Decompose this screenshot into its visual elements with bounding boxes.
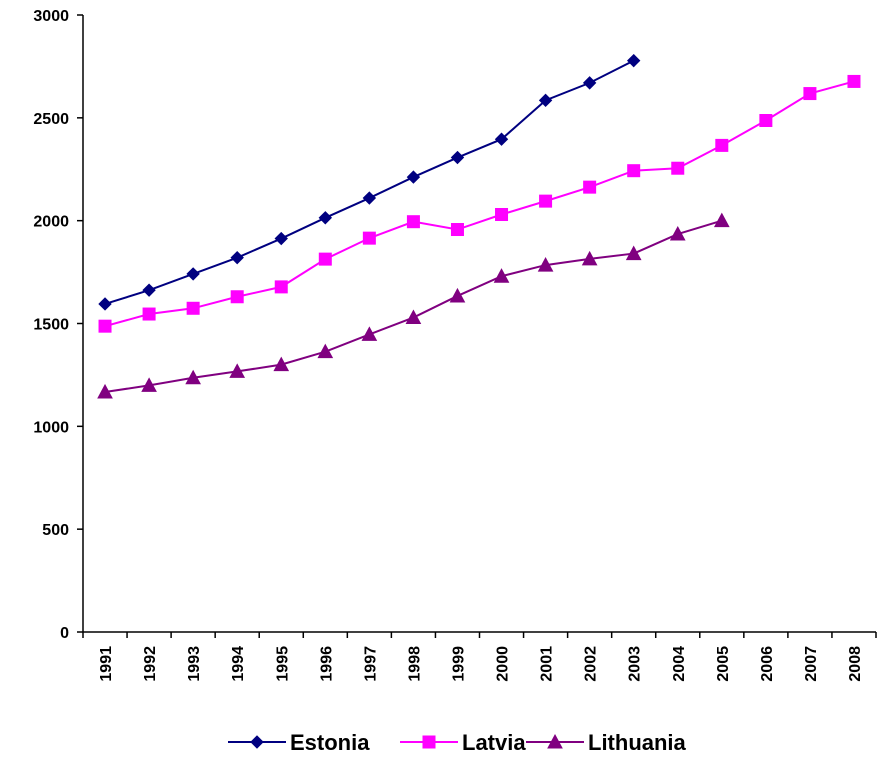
series-lithuania [97, 212, 730, 399]
data-point-latvia [362, 231, 376, 245]
data-point-latvia [406, 215, 420, 229]
data-point-estonia [450, 150, 465, 165]
series-line-latvia [104, 80, 855, 328]
y-tick-label: 1000 [33, 419, 69, 436]
data-point-latvia [230, 290, 244, 304]
x-tick-label: 1995 [274, 646, 291, 682]
legend-item-latvia: Latvia [400, 730, 526, 755]
data-point-lithuania [669, 225, 686, 241]
x-tick-label: 1994 [230, 646, 247, 682]
legend-label: Lithuania [588, 730, 687, 755]
legend-item-lithuania: Lithuania [526, 730, 687, 755]
x-tick-label: 2002 [583, 646, 600, 682]
x-tick-label: 1997 [362, 646, 379, 682]
data-point-estonia [142, 283, 156, 297]
x-tick-label: 1998 [406, 646, 423, 682]
x-tick-label: 2006 [759, 646, 776, 682]
data-point-latvia [671, 161, 685, 175]
series-latvia [98, 74, 861, 333]
y-tick-label: 2000 [33, 214, 69, 231]
y-tick-label: 0 [60, 625, 69, 642]
x-tick-label: 1993 [186, 646, 203, 682]
x-tick-label: 2008 [847, 646, 864, 682]
data-point-estonia [274, 231, 288, 246]
series-line-estonia [104, 59, 635, 305]
data-point-latvia [318, 252, 332, 266]
data-point-estonia [582, 76, 597, 90]
data-point-lithuania [361, 326, 378, 341]
x-tick-label: 2004 [671, 646, 688, 682]
data-point-estonia [98, 297, 112, 311]
data-point-latvia [539, 194, 553, 208]
data-point-estonia [626, 53, 641, 68]
data-point-latvia [142, 307, 156, 321]
data-point-latvia [627, 164, 641, 178]
series-estonia [98, 53, 641, 311]
data-point-lithuania [405, 309, 422, 325]
legend-marker [422, 735, 436, 749]
data-point-latvia [803, 87, 817, 101]
data-point-estonia [406, 170, 421, 184]
x-tick-label: 2001 [539, 646, 556, 682]
data-point-estonia [186, 267, 200, 281]
data-point-latvia [847, 74, 861, 88]
data-point-estonia [362, 191, 377, 205]
x-tick-label: 1991 [98, 646, 115, 682]
y-tick-label: 500 [42, 522, 69, 539]
legend-marker [547, 733, 563, 749]
data-point-estonia [230, 250, 244, 265]
data-point-lithuania [185, 369, 201, 385]
y-tick-label: 2500 [33, 111, 69, 128]
x-tick-label: 1999 [450, 646, 467, 682]
data-point-lithuania [317, 343, 334, 359]
series-layer [97, 53, 861, 399]
y-tick-label: 1500 [33, 317, 69, 334]
x-tick-label: 1996 [318, 646, 335, 682]
x-tick-label: 2005 [715, 646, 732, 682]
data-point-lithuania [493, 268, 510, 283]
data-point-latvia [274, 280, 288, 294]
data-point-lithuania [141, 377, 157, 392]
data-point-lithuania [537, 257, 554, 272]
data-point-latvia [98, 319, 112, 333]
legend-marker [250, 735, 264, 749]
legend: Estonia Latvia Lithuania [228, 730, 687, 755]
data-point-lithuania [449, 287, 466, 303]
x-tick-label: 2000 [495, 646, 512, 682]
y-axis: 0 500 1000 1500 2000 2500 3000 [33, 8, 84, 642]
data-point-lithuania [713, 212, 730, 228]
x-tick-label: 2007 [803, 646, 820, 682]
data-point-latvia [583, 180, 597, 194]
x-tick-label: 2003 [627, 646, 644, 682]
y-tick-label: 3000 [33, 8, 69, 25]
data-point-lithuania [273, 356, 290, 372]
data-point-estonia [494, 132, 509, 146]
data-point-latvia [495, 207, 509, 221]
x-axis: 1991 1992 1993 1994 1995 1996 1997 1998 1999 2000… [82, 631, 877, 682]
x-tick-label: 1992 [142, 646, 159, 682]
data-point-latvia [715, 138, 729, 152]
data-point-estonia [318, 211, 333, 225]
data-point-lithuania [97, 383, 113, 399]
data-point-latvia [759, 114, 773, 128]
data-point-latvia [450, 223, 464, 237]
data-point-lithuania [625, 245, 642, 261]
data-point-lithuania [581, 250, 598, 266]
data-point-estonia [538, 93, 553, 108]
data-point-latvia [186, 301, 200, 315]
data-point-lithuania [229, 363, 246, 378]
legend-item-estonia: Estonia [228, 730, 370, 755]
legend-label: Estonia [290, 730, 370, 755]
legend-label: Latvia [462, 730, 526, 755]
